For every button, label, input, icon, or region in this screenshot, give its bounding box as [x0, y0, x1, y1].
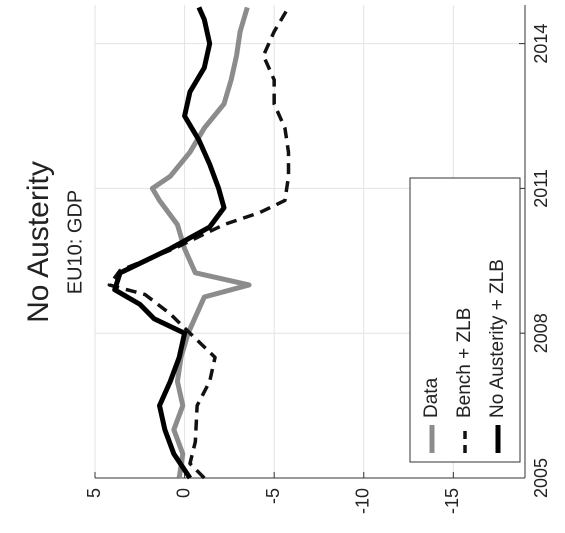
legend-box [409, 177, 521, 463]
x-tick-label: 2008 [531, 313, 551, 353]
y-tick-label: -5 [263, 488, 283, 504]
chart-title: No Austerity [22, 161, 55, 323]
legend-label: No Austerity + ZLB [487, 259, 508, 418]
series-line [149, 6, 252, 479]
legend-label: Data [421, 377, 442, 418]
x-tick-label: 2005 [531, 458, 551, 498]
x-tick-label: 2011 [531, 169, 551, 208]
y-tick-label: -10 [353, 488, 373, 514]
y-tick-label: 5 [84, 488, 104, 498]
series-line [107, 6, 291, 480]
legend-label: Bench + ZLB [454, 308, 475, 418]
rotated-chart: No Austerity EU10: GDP 5 0 -5 -10 -15 2005 200… [22, 5, 551, 514]
y-tick-label: 0 [173, 488, 193, 498]
chart-subtitle: EU10: GDP [64, 190, 86, 294]
y-tick-label: -15 [442, 488, 462, 514]
x-tick-label: 2014 [531, 24, 551, 64]
series-line [112, 6, 227, 480]
